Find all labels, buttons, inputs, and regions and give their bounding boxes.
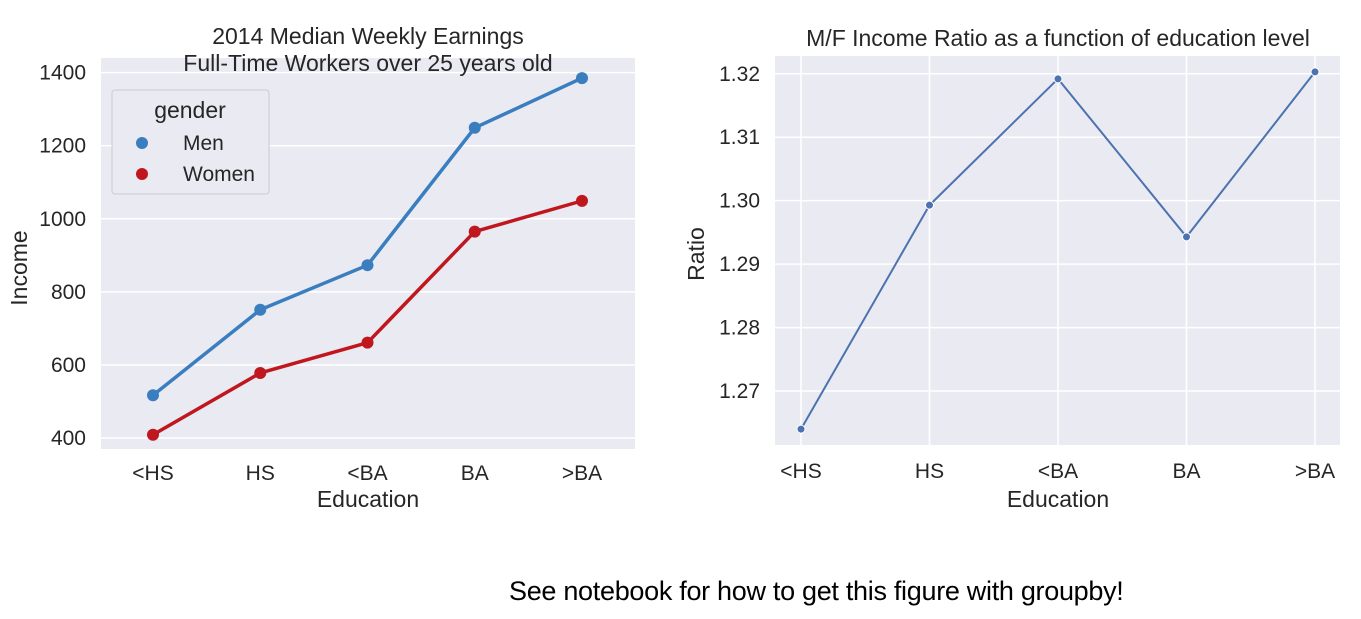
y-tick-label: 1.28 <box>719 317 760 340</box>
y-tick-label: 1.30 <box>719 190 760 213</box>
legend-marker-women <box>136 168 148 180</box>
x-tick-label: >BA <box>562 462 602 485</box>
y-tick-label: 1000 <box>39 208 86 231</box>
x-tick-label: HS <box>246 462 275 485</box>
earnings-chart-title: 2014 Median Weekly Earnings <box>212 23 524 49</box>
data-point-right <box>1182 232 1191 242</box>
ratio-x-axis-label: Education <box>1007 486 1109 512</box>
legend-label-men: Men <box>183 132 224 155</box>
data-point-men <box>254 303 267 316</box>
earnings-x-tick-labels: <HS HS <BA BA >BA <box>132 462 602 485</box>
data-point-women <box>361 336 374 349</box>
x-tick-label: BA <box>461 462 489 485</box>
x-tick-label: HS <box>915 460 944 483</box>
data-point-men <box>468 121 481 134</box>
ratio-x-tick-labels: <HS HS <BA BA >BA <box>780 460 1335 483</box>
data-point-right <box>925 200 934 210</box>
data-point-men <box>361 259 374 272</box>
y-tick-label: 1.31 <box>719 126 760 149</box>
ratio-chart-title: M/F Income Ratio as a function of educat… <box>806 25 1310 51</box>
legend-marker-men <box>136 137 148 149</box>
y-tick-label: 1200 <box>39 135 86 158</box>
data-point-men <box>576 72 588 85</box>
x-tick-label: <HS <box>132 462 173 485</box>
x-tick-label: BA <box>1172 460 1200 483</box>
y-tick-label: 1400 <box>39 62 86 85</box>
ratio-chart: 1.27 1.28 1.29 1.30 1.31 1.32 <HS HS <BA BA >BA M… <box>683 25 1340 512</box>
legend-title: gender <box>154 97 226 123</box>
ratio-gridlines <box>775 56 1340 445</box>
y-tick-label: 600 <box>51 354 86 377</box>
earnings-legend: gender Men Women <box>111 89 270 195</box>
ratio-series-points <box>796 67 1320 434</box>
data-point-women <box>254 366 267 379</box>
earnings-x-axis-label: Education <box>317 486 419 512</box>
data-point-right <box>796 424 806 434</box>
ratio-y-axis-label: Ratio <box>683 227 709 281</box>
ratio-y-tick-labels: 1.27 1.28 1.29 1.30 1.31 1.32 <box>719 63 760 403</box>
y-tick-label: 400 <box>51 427 86 450</box>
data-point-women <box>468 225 481 238</box>
earnings-chart: 400 600 800 1000 1200 1400 <HS HS <BA BA >BA 2014… <box>6 23 635 512</box>
legend-box <box>111 89 270 195</box>
data-point-right <box>1310 67 1320 77</box>
legend-label-women: Women <box>183 163 255 186</box>
y-tick-label: 1.27 <box>719 380 760 403</box>
figure-caption: See notebook for how to get this figure … <box>509 576 1124 606</box>
earnings-series-points <box>147 72 588 441</box>
earnings-y-tick-labels: 400 600 800 1000 1200 1400 <box>39 62 86 450</box>
earnings-chart-subtitle: Full-Time Workers over 25 years old <box>183 50 552 76</box>
earnings-y-axis-label: Income <box>6 230 32 305</box>
y-tick-label: 1.32 <box>719 63 760 86</box>
x-tick-label: <BA <box>347 462 387 485</box>
data-point-women <box>576 194 588 207</box>
data-point-women <box>147 428 159 441</box>
y-tick-label: 1.29 <box>719 253 760 276</box>
data-point-men <box>147 389 159 402</box>
data-point-right <box>1053 74 1063 84</box>
x-tick-label: >BA <box>1295 460 1335 483</box>
y-tick-label: 800 <box>51 281 86 304</box>
x-tick-label: <HS <box>780 460 821 483</box>
x-tick-label: <BA <box>1038 460 1078 483</box>
